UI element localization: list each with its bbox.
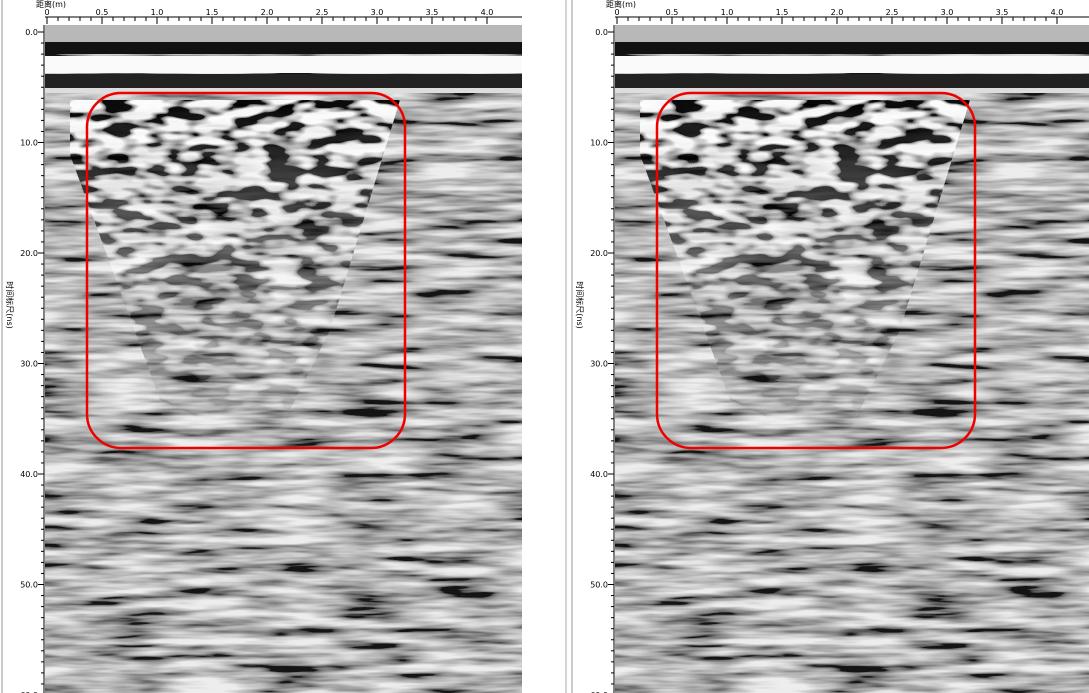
highlight-box — [655, 91, 977, 450]
y-tick-label: 40.0 — [590, 470, 608, 479]
x-tick-label: 1.5 — [776, 8, 789, 17]
y-tick-label: 20.0 — [20, 249, 38, 258]
x-axis-label: 距离(m) — [606, 0, 636, 9]
band — [45, 56, 522, 73]
x-ruler — [43, 0, 522, 25]
x-tick-label: 0.5 — [666, 8, 679, 17]
x-tick-label: 1.0 — [721, 8, 734, 17]
x-tick-label: 2.5 — [316, 8, 329, 17]
y-tick-label: 0.0 — [25, 28, 38, 37]
highlight-box — [85, 91, 407, 450]
y-tick-label: 60.0 — [590, 691, 608, 693]
panel: 距离(m)0 0.5 1.0 1.5 2.0 2.5 3.0 3.5 4.0 时间标尺(ns) 0.… — [571, 0, 1089, 693]
radargram-anomaly — [70, 95, 400, 455]
x-axis-label: 距离(m) — [36, 0, 66, 9]
band — [615, 88, 1089, 93]
band — [45, 42, 522, 54]
band — [45, 25, 522, 42]
y-axis-label: 时间标尺(ns) — [5, 281, 15, 328]
y-tick-label: 10.0 — [590, 139, 608, 148]
x-tick-label: 4.0 — [1051, 8, 1064, 17]
y-tick-label: 60.0 — [20, 691, 38, 693]
x-tick-label: 3.0 — [941, 8, 954, 17]
y-tick-label: 50.0 — [590, 581, 608, 590]
panel: 距离(m)0 0.5 1.0 1.5 2.0 2.5 3.0 3.5 4.0 时间标尺(ns) 0.… — [1, 0, 522, 693]
x-tick-label: 2.0 — [261, 8, 274, 17]
x-tick-label: 0 — [44, 8, 49, 17]
band — [615, 56, 1089, 73]
y-tick-label: 50.0 — [20, 581, 38, 590]
x-tick-label: 2.5 — [886, 8, 899, 17]
band — [615, 25, 1089, 42]
y-tick-label: 40.0 — [20, 470, 38, 479]
x-tick-label: 1.5 — [206, 8, 219, 17]
x-tick-label: 3.5 — [996, 8, 1009, 17]
y-tick-label: 30.0 — [20, 360, 38, 369]
x-tick-label: 0 — [614, 8, 619, 17]
x-tick-label: 3.5 — [426, 8, 439, 17]
y-tick-label: 20.0 — [590, 249, 608, 258]
x-tick-label: 2.0 — [831, 8, 844, 17]
x-tick-label: 4.0 — [481, 8, 494, 17]
y-tick-label: 10.0 — [20, 139, 38, 148]
x-tick-label: 1.0 — [151, 8, 164, 17]
x-ruler — [613, 0, 1089, 25]
y-axis-label: 时间标尺(ns) — [575, 281, 585, 328]
y-tick-label: 30.0 — [590, 360, 608, 369]
radargram-anomaly — [640, 95, 970, 455]
band — [615, 42, 1089, 54]
band — [615, 74, 1089, 88]
band — [45, 88, 522, 93]
band — [45, 74, 522, 88]
y-tick-label: 0.0 — [595, 28, 608, 37]
x-tick-label: 3.0 — [371, 8, 384, 17]
x-tick-label: 0.5 — [96, 8, 109, 17]
